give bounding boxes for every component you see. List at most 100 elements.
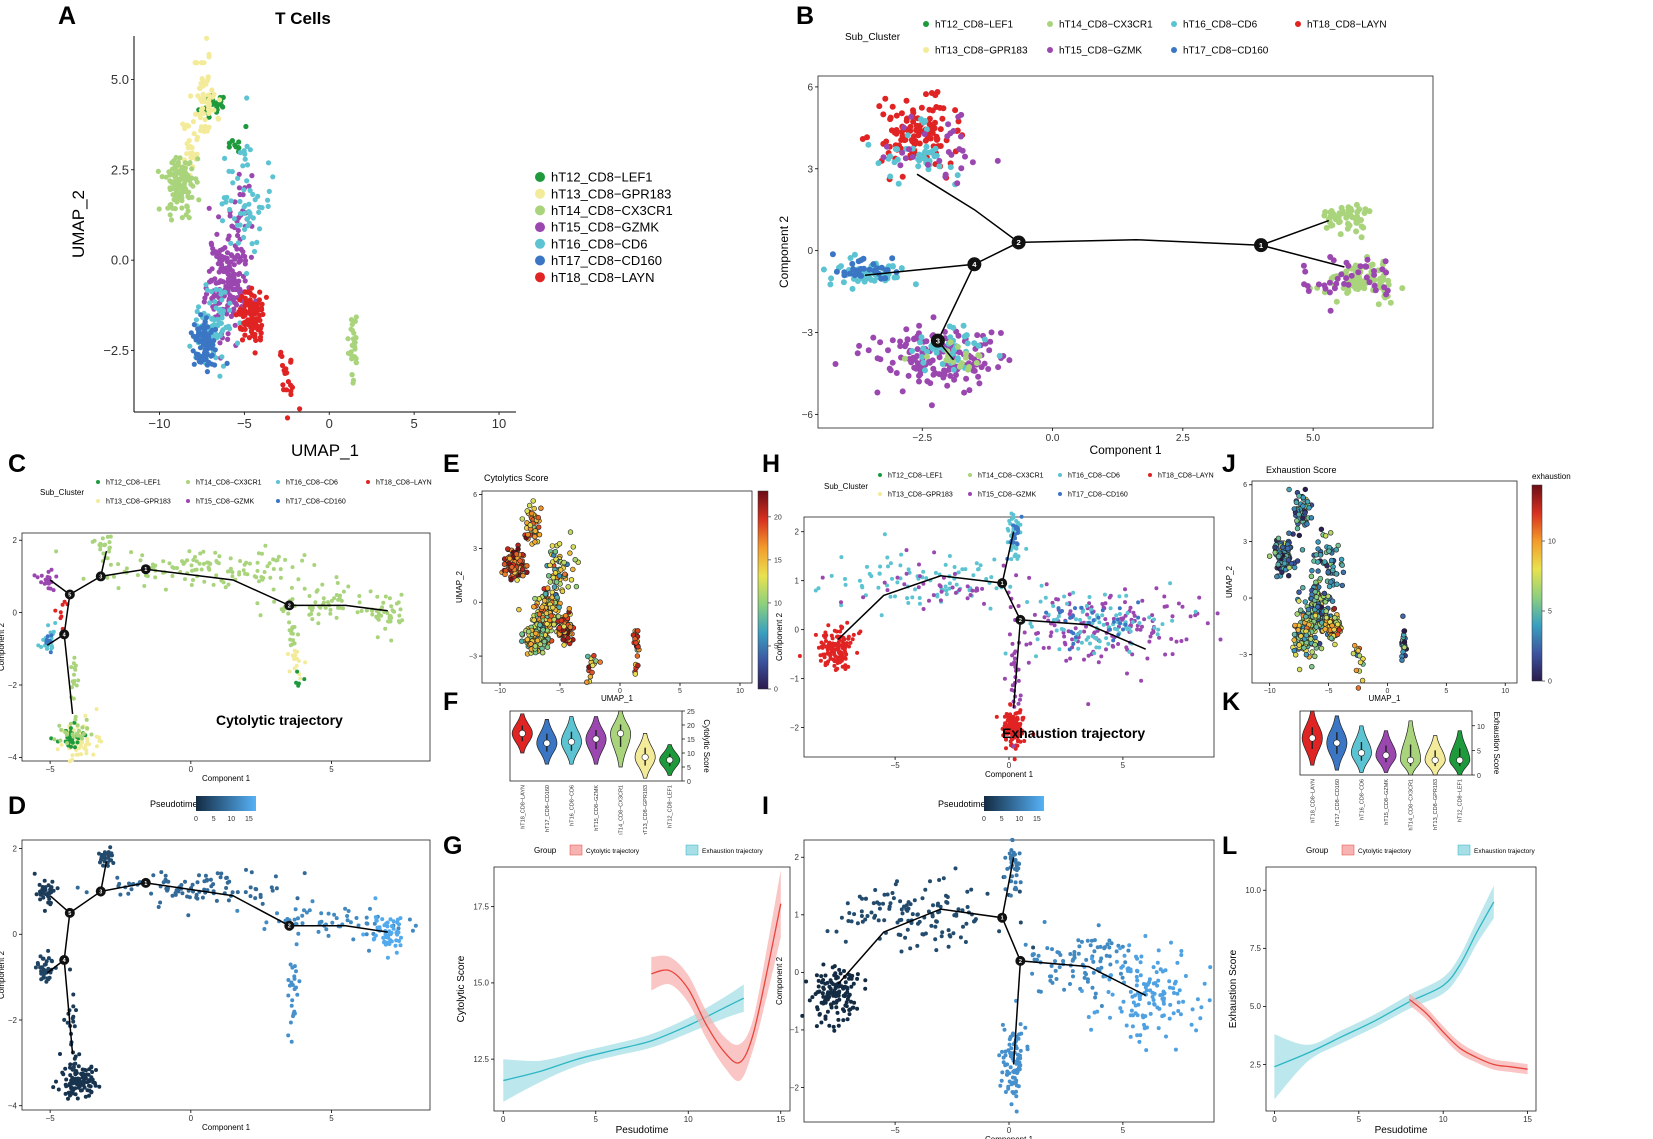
cell-point (800, 1013, 805, 1018)
cell-point (1011, 512, 1016, 517)
cell-point (275, 558, 280, 563)
cell-point (1005, 866, 1010, 871)
legend-label: hT16_CD8−CD6 (286, 479, 338, 486)
cell-point (368, 589, 373, 594)
cell-point (241, 309, 247, 315)
cell-point (204, 287, 210, 293)
cell-point (866, 275, 873, 282)
cell-point (859, 909, 864, 914)
branch-node (997, 578, 1008, 589)
cell-point (885, 347, 891, 354)
cell-point (841, 1018, 846, 1023)
cell-point (994, 586, 999, 591)
cell-point (842, 1009, 847, 1013)
cell-point (1123, 960, 1128, 965)
cell-point (237, 306, 243, 312)
cell-point (544, 621, 550, 627)
legend-label: hT15_CD8−GZMK (551, 220, 659, 235)
cell-point (528, 641, 534, 647)
cell-point (889, 263, 896, 270)
cell-point (292, 964, 297, 969)
cell-point (184, 141, 190, 147)
cell-point (1128, 989, 1133, 994)
cell-point (633, 640, 639, 646)
cell-point (99, 852, 104, 857)
cell-point (904, 132, 911, 139)
cell-point (1347, 205, 1354, 212)
cell-point (278, 349, 284, 355)
cell-point (413, 923, 418, 928)
cell-point (907, 123, 914, 130)
cell-point (248, 254, 254, 260)
cell-point (87, 1083, 91, 1088)
cell-point (1054, 628, 1059, 633)
cell-point (1352, 285, 1359, 292)
cell-point (248, 322, 254, 328)
cell-point (1100, 608, 1105, 613)
branch-node (997, 912, 1008, 923)
cell-point (187, 343, 193, 349)
cell-point (906, 146, 912, 153)
cell-point (1089, 1027, 1094, 1032)
cell-point (244, 560, 249, 565)
cell-point (916, 322, 923, 329)
legend-key (535, 172, 545, 182)
cell-point (1008, 728, 1013, 733)
cell-point (1009, 719, 1013, 724)
cell-point (230, 570, 235, 575)
cell-point (1371, 282, 1378, 289)
cell-point (1003, 1090, 1008, 1094)
cell-point (1079, 939, 1084, 944)
cell-point (839, 658, 844, 663)
cell-point (994, 714, 999, 719)
cell-point (1139, 678, 1144, 683)
cell-point (526, 502, 533, 509)
cell-point (554, 594, 560, 601)
cell-point (524, 563, 530, 569)
branch-node-label: 3 (99, 574, 102, 580)
cell-point (561, 559, 567, 566)
cell-point (962, 354, 969, 361)
cell-point (932, 119, 938, 126)
cell-point (176, 889, 181, 894)
cell-point (231, 275, 237, 281)
x-tick-label: 0 (618, 688, 622, 695)
x-tick-label: 0.0 (1046, 433, 1060, 444)
cell-point (1084, 624, 1088, 629)
cell-point (1171, 1011, 1176, 1016)
cell-point (921, 131, 928, 137)
cell-point (1167, 1016, 1172, 1021)
cell-point (60, 1070, 65, 1075)
cell-point (946, 323, 953, 330)
cell-point (265, 203, 271, 209)
cell-point (1364, 256, 1371, 263)
cell-point (1144, 988, 1149, 993)
cell-point (1385, 281, 1392, 288)
cell-point (948, 151, 955, 158)
cell-point (882, 918, 887, 923)
cell-point (1341, 280, 1348, 287)
cell-point (269, 885, 274, 890)
cell-point (1086, 635, 1091, 640)
cell-point (870, 261, 877, 268)
cell-point (897, 338, 904, 345)
cell-point (1299, 547, 1306, 553)
cell-point (922, 156, 929, 162)
cell-point (143, 573, 148, 578)
cell-point (923, 887, 928, 892)
cell-point (1044, 610, 1049, 615)
branch-node (64, 907, 75, 918)
x-tick-label: 5 (1444, 688, 1448, 695)
cell-point (208, 877, 213, 882)
cell-point (227, 213, 233, 219)
cell-point (565, 584, 571, 590)
cell-point (1071, 614, 1075, 618)
cell-point (102, 853, 107, 858)
cell-point (1334, 275, 1341, 282)
cell-point (562, 571, 568, 577)
cell-point (1366, 279, 1373, 286)
cell-point (270, 888, 275, 893)
cell-point (1143, 934, 1148, 938)
cell-point (396, 930, 401, 935)
cell-point (1183, 974, 1188, 978)
